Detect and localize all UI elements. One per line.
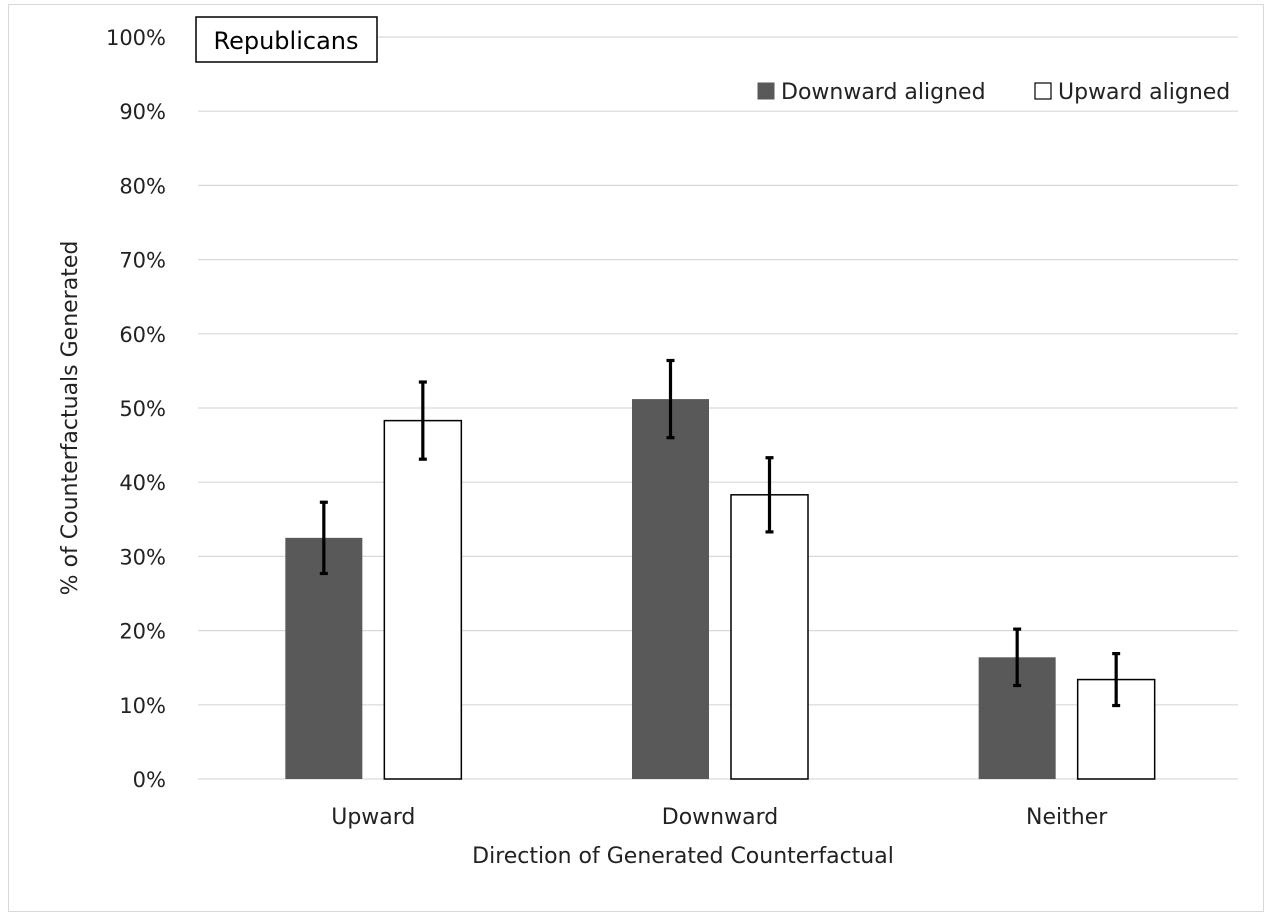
legend-swatch-downward-aligned <box>757 82 775 100</box>
legend-label-downward-aligned: Downward aligned <box>781 80 986 105</box>
legend-label-upward-aligned: Upward aligned <box>1058 80 1230 105</box>
panel-label-box: Republicans <box>195 16 378 63</box>
bar-upward-aligned-downward <box>730 494 809 780</box>
x-category-labels: Upward Downward Neither <box>331 805 1108 830</box>
x-category-label: Upward <box>331 805 415 830</box>
bar-downward-aligned-upward <box>285 537 363 779</box>
y-tick-label: 80% <box>119 174 166 198</box>
y-axis-title: % of Counterfactuals Generated <box>58 241 83 596</box>
y-tick-label: 30% <box>119 545 166 569</box>
y-tick-label: 50% <box>119 397 166 421</box>
x-axis-title: Direction of Generated Counterfactual <box>472 844 894 869</box>
error-bars <box>319 358 1121 708</box>
error-bar <box>666 358 675 440</box>
x-category-label: Downward <box>662 805 778 830</box>
bars <box>285 399 1156 780</box>
error-bar <box>418 380 427 461</box>
y-tick-label: 20% <box>119 620 166 644</box>
gridlines <box>198 36 1238 780</box>
y-tick-label: 90% <box>119 100 166 124</box>
y-tick-label: 100% <box>106 26 166 50</box>
y-tick-labels: 0% 10% 20% 30% 40% 50% 60% 70% 80% 90% 100% <box>106 26 166 792</box>
error-bar <box>1013 627 1022 688</box>
bar-downward-aligned-downward <box>632 399 709 779</box>
chart-frame <box>8 4 1264 912</box>
legend: Downward aligned Upward aligned <box>757 80 1230 105</box>
y-tick-label: 40% <box>119 471 166 495</box>
panel-label: Republicans <box>214 27 359 55</box>
y-tick-label: 0% <box>133 768 166 792</box>
y-tick-label: 70% <box>119 249 166 273</box>
y-tick-label: 60% <box>119 323 166 347</box>
error-bar <box>319 500 328 576</box>
bar-upward-aligned-upward <box>383 419 463 780</box>
error-bar <box>765 456 774 534</box>
x-category-label: Neither <box>1026 805 1108 830</box>
error-bar <box>1112 652 1121 708</box>
legend-swatch-upward-aligned <box>1034 82 1052 100</box>
y-tick-label: 10% <box>119 694 166 718</box>
